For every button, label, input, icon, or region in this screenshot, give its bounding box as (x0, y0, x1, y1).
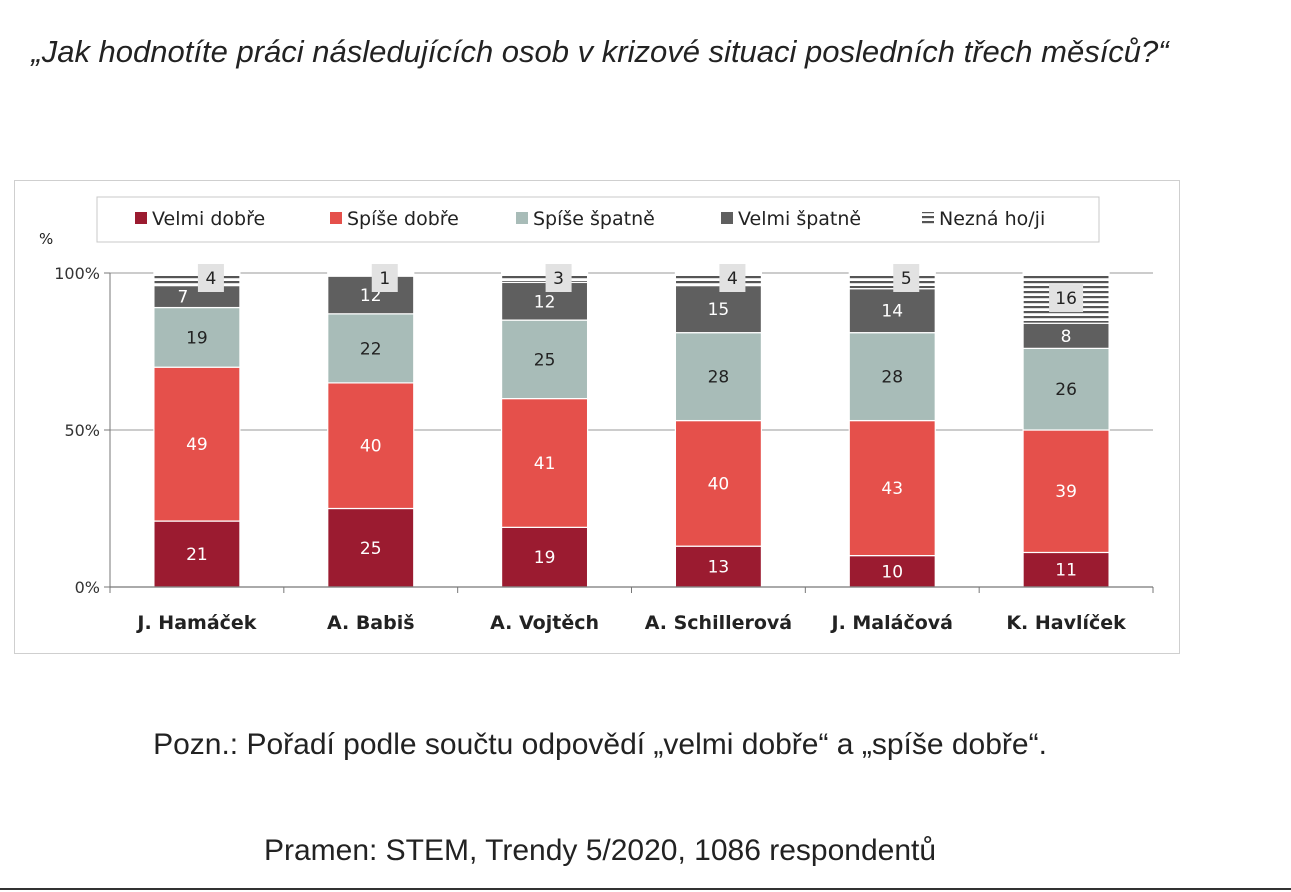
data-label: 15 (708, 300, 730, 320)
bar-segment (848, 332, 936, 422)
bar-segment (153, 284, 241, 309)
legend-label: Velmi dobře (152, 208, 265, 230)
data-label-box (545, 264, 572, 292)
legend-swatch (330, 212, 342, 224)
y-tick-label: 0% (75, 578, 100, 597)
bar-segment (327, 313, 415, 384)
stacked-bar-chart: % 0% 50% 100% 21 49 19 7 4 J. Hamáček 25 40 22 12 1 A. … (14, 180, 1180, 654)
x-tick-label: A. Vojtěch (490, 612, 599, 634)
bar-segment (674, 545, 763, 588)
x-tick-label: A. Schillerová (645, 612, 792, 634)
bar-segment (674, 284, 763, 334)
bar-segment (327, 272, 415, 277)
data-label: 21 (186, 545, 208, 565)
bar-segment (153, 520, 241, 588)
data-label: 5 (901, 269, 912, 289)
y-tick-label: 50% (64, 421, 100, 440)
data-label: 25 (360, 539, 382, 559)
data-label: 19 (534, 548, 556, 568)
data-label: 28 (708, 368, 730, 388)
data-label: 8 (1061, 327, 1072, 347)
data-label-box (197, 264, 224, 292)
data-label: 40 (708, 474, 730, 494)
data-label-box (371, 264, 398, 292)
bar-segment (500, 272, 589, 284)
bar-segment (153, 366, 241, 522)
chart-note: Pozn.: Pořadí podle součtu odpovědí „vel… (153, 728, 1047, 761)
data-label-box (719, 264, 746, 292)
legend-swatch (922, 212, 934, 226)
bar-segment (848, 272, 936, 290)
legend-swatch (721, 212, 733, 224)
data-label: 14 (881, 302, 903, 322)
survey-question: „Jak hodnotíte práci následujících osob … (31, 34, 1169, 69)
legend-label: Velmi špatně (738, 208, 861, 230)
bar-segment (848, 419, 936, 557)
data-label: 11 (1055, 561, 1077, 581)
x-tick-label: J. Hamáček (135, 612, 256, 634)
data-label: 7 (178, 288, 189, 308)
bar-segment (327, 382, 415, 510)
data-label: 19 (186, 328, 208, 348)
legend-swatch (516, 212, 528, 224)
bar-segment (848, 555, 936, 588)
bar-segment (327, 507, 415, 588)
legend-label: Spíše špatně (533, 208, 655, 230)
data-label: 26 (1055, 380, 1077, 400)
bar-segment (1022, 429, 1110, 554)
y-axis-unit-label: % (39, 230, 53, 248)
data-label: 12 (534, 292, 556, 312)
data-label: 28 (881, 368, 903, 388)
legend-label: Spíše dobře (347, 208, 459, 230)
data-label: 16 (1055, 289, 1077, 309)
legend-swatch (135, 212, 147, 224)
legend-label: Nezná ho/ji (939, 208, 1045, 230)
x-tick-label: A. Babiš (327, 612, 415, 634)
data-label: 25 (534, 350, 556, 370)
chart-source: Pramen: STEM, Trendy 5/2020, 1086 respon… (263, 834, 937, 867)
bar-segment (674, 332, 763, 422)
y-tick-label: 100% (54, 264, 100, 283)
data-label-box (1049, 284, 1084, 313)
data-label: 4 (727, 269, 738, 289)
bar-segment (153, 306, 241, 368)
data-label: 10 (881, 562, 903, 582)
bar-segment (1022, 322, 1110, 349)
data-label: 3 (553, 269, 564, 289)
bar-segment (500, 319, 589, 400)
bar-segment (500, 281, 589, 321)
bar-segment (1022, 551, 1110, 588)
data-label: 40 (360, 437, 382, 457)
bottom-divider (0, 888, 1291, 890)
data-label: 49 (186, 435, 208, 455)
x-tick-label: J. Maláčová (830, 612, 954, 634)
data-label: 4 (206, 269, 217, 289)
data-label: 22 (360, 339, 382, 359)
data-label: 39 (1055, 482, 1077, 502)
bar-segment (153, 272, 241, 287)
data-label: 1 (379, 269, 390, 289)
data-label: 13 (708, 558, 730, 578)
bar-segment (674, 419, 763, 547)
bar-segment (1022, 347, 1110, 431)
data-label-box (893, 264, 920, 292)
data-label: 43 (881, 479, 903, 499)
data-label: 41 (534, 454, 556, 474)
bar-segment (674, 272, 763, 287)
x-tick-label: K. Havlíček (1006, 612, 1126, 634)
